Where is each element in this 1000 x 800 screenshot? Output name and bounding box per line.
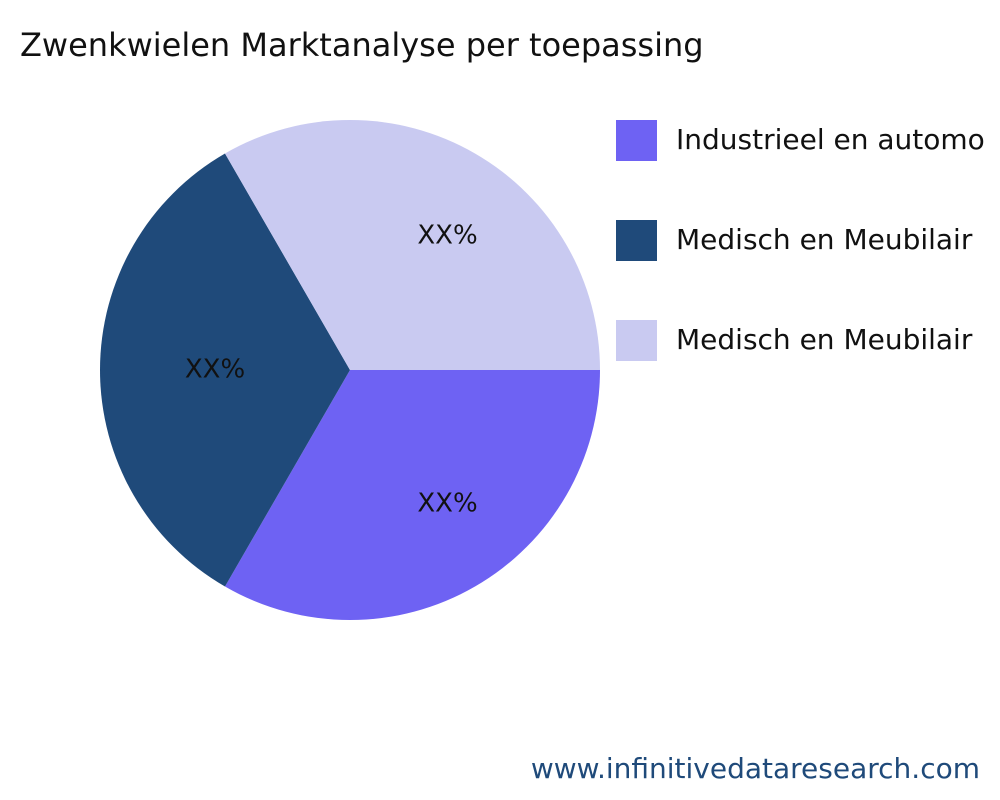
legend-label: Medisch en Meubilair (676, 323, 973, 356)
value-label: XX% (185, 355, 245, 385)
legend-swatch (616, 220, 657, 261)
pie-slice (225, 119, 600, 370)
legend-label: Medisch en Meubilair (676, 223, 973, 256)
legend-label: Industrieel en automo (676, 123, 985, 156)
chart-title: Zwenkwielen Marktanalyse per toepassing (20, 26, 704, 64)
pie-slice (225, 370, 600, 620)
source: www.infinitivedataresearch.com (531, 752, 980, 785)
legend-swatch (616, 320, 657, 361)
legend-swatch (616, 120, 657, 161)
value-label: XX% (417, 220, 477, 250)
value-label: XX% (417, 489, 477, 519)
